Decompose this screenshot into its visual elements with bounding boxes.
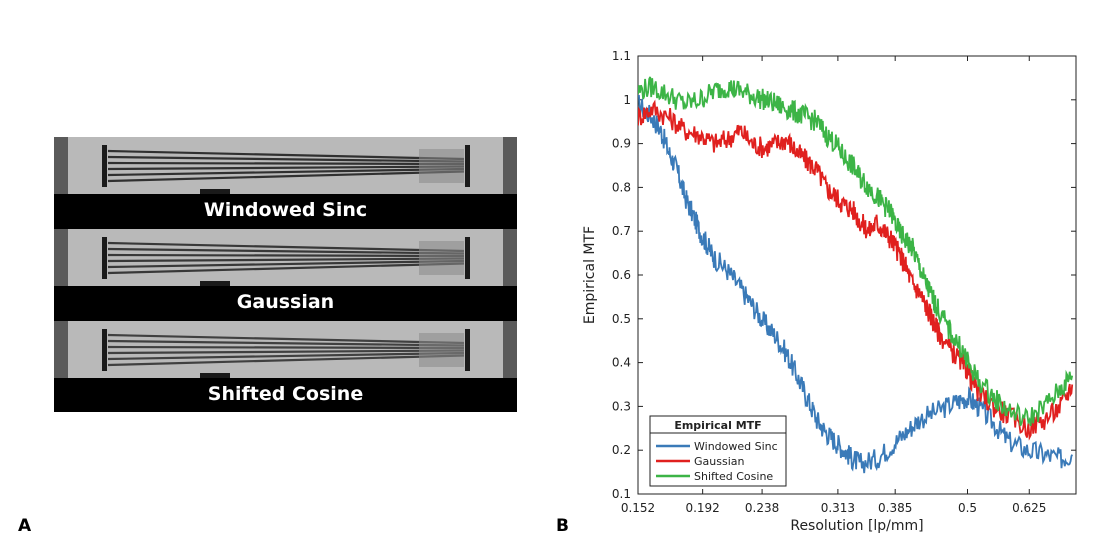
x-tick-label: 0.238 (745, 501, 779, 515)
phantom-image (54, 137, 517, 194)
y-tick-label: 0.8 (612, 180, 631, 194)
x-tick-label: 0.192 (685, 501, 719, 515)
legend: Empirical MTF Windowed Sinc Gaussian Shifte… (649, 415, 787, 487)
legend-entry: Shifted Cosine (694, 470, 773, 483)
x-tick-label: 0.625 (1012, 501, 1046, 515)
mtf-chart: 0.1 0.2 0.3 0.4 0.5 0.6 0.7 0.8 0.9 1 1.1 0.152 0.19… (582, 49, 1077, 534)
legend-entry: Gaussian (694, 455, 744, 468)
x-tick-label: 0.5 (958, 501, 977, 515)
panel-label-b: B (556, 516, 569, 536)
x-tick-label: 0.152 (621, 501, 655, 515)
series-line-gaussian (638, 99, 1074, 441)
y-tick-label: 0.6 (612, 268, 631, 282)
panel-label-a: A (18, 516, 32, 536)
series-line-shifted-cosine (638, 76, 1074, 427)
y-tick-label: 0.4 (612, 356, 631, 370)
series-line-windowed-sinc (638, 94, 1074, 474)
x-tick-label: 0.313 (821, 501, 855, 515)
y-tick-label: 0.5 (612, 312, 631, 326)
legend-title: Empirical MTF (674, 419, 761, 432)
phantom-image (54, 229, 517, 286)
y-tick-label: 1.1 (612, 49, 631, 63)
x-tick-label: 0.385 (878, 501, 912, 515)
strip-caption: Shifted Cosine (207, 383, 364, 405)
strip-caption: Windowed Sinc (203, 199, 368, 221)
phantom-image (54, 321, 517, 378)
y-tick-label: 0.9 (612, 137, 631, 151)
phantom-image-panel: Windowed Sinc Gaussian Shifted Cosine (54, 137, 517, 412)
strip-caption: Gaussian (236, 291, 335, 313)
y-tick-label: 0.1 (612, 487, 631, 501)
y-axis-label: Empirical MTF (582, 226, 598, 324)
x-axis-label: Resolution [lp/mm] (790, 518, 923, 534)
legend-entry: Windowed Sinc (694, 440, 778, 453)
y-tick-label: 0.2 (612, 443, 631, 457)
y-tick-label: 0.3 (612, 399, 631, 413)
y-tick-label: 0.7 (612, 224, 631, 238)
y-tick-label: 1 (623, 93, 631, 107)
